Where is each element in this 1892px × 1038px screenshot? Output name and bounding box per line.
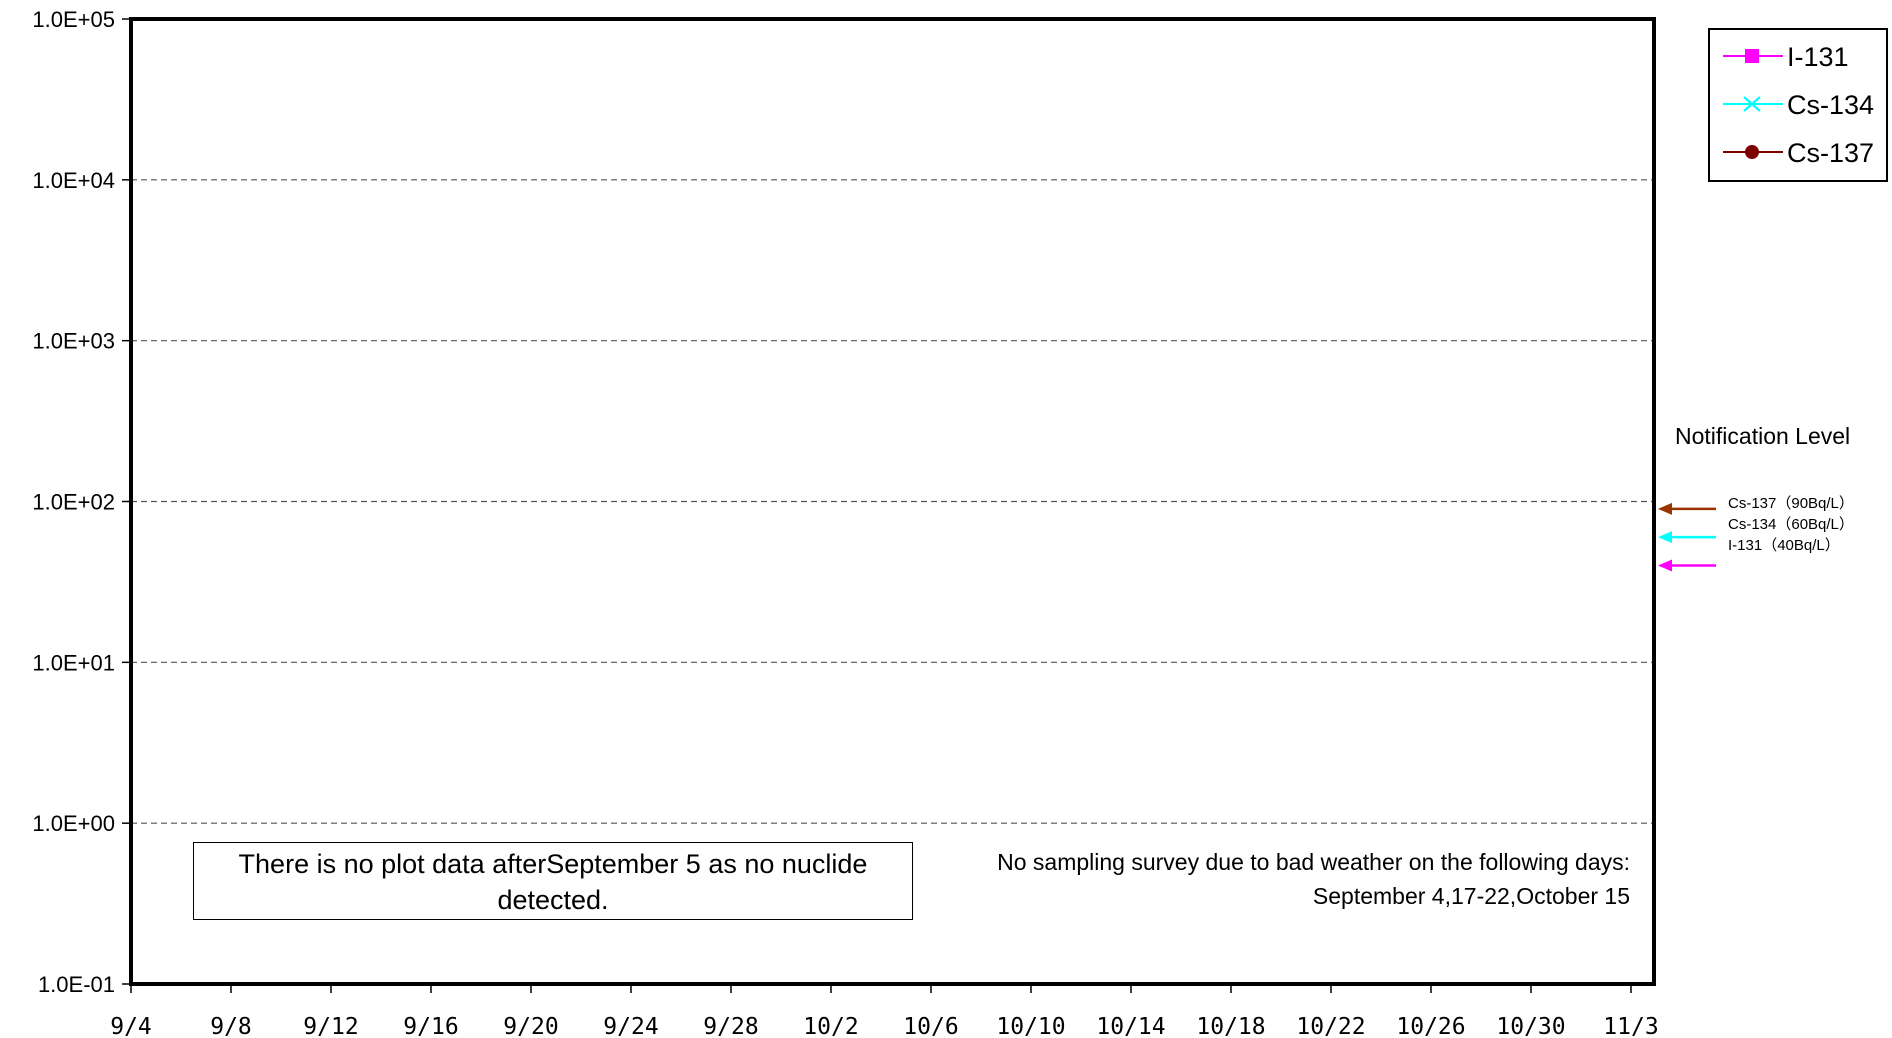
weather-note-line1: No sampling survey due to bad weather on…: [997, 849, 1630, 875]
x-tick-label: 10/14: [1096, 1014, 1165, 1038]
notification-label: Cs-134（60Bq/L）: [1728, 516, 1854, 533]
x-tick-label: 9/12: [303, 1014, 358, 1038]
notification-arrow-head-icon: [1658, 559, 1672, 572]
x-tick-label: 9/28: [703, 1014, 758, 1038]
x-tick-label: 9/16: [403, 1014, 458, 1038]
weather-note-line2: September 4,17-22,October 15: [1312, 883, 1630, 909]
legend-marker-square-icon: [1745, 49, 1759, 63]
legend: I-131 Cs-134 Cs-137: [1708, 28, 1888, 182]
x-tick-label: 11/3: [1603, 1014, 1658, 1038]
x-tick-label: 9/4: [110, 1014, 152, 1038]
y-tick-label: 1.0E+05: [32, 7, 115, 32]
x-tick-label: 9/20: [503, 1014, 558, 1038]
x-tick-label: 10/6: [903, 1014, 958, 1038]
notification-label: I-131（40Bq/L）: [1728, 537, 1840, 554]
y-tick-label: 1.0E+01: [32, 650, 115, 675]
x-tick-label: 10/10: [996, 1014, 1065, 1038]
x-tick-label: 10/18: [1196, 1014, 1265, 1038]
x-axis-ticks: 9/4 9/8 9/12 9/16 9/20 9/24 9/28 10/2 10/6 10/10 1…: [110, 984, 1659, 1038]
legend-marker-circle-icon: [1745, 145, 1759, 159]
y-axis-ticks: 1.0E+05 1.0E+04 1.0E+03 1.0E+02 1.0E+01 1.0E+…: [32, 7, 131, 997]
legend-marker-x-icon: [1743, 96, 1761, 112]
notification-arrow-head-icon: [1658, 531, 1672, 544]
x-tick-label: 9/24: [603, 1014, 658, 1038]
x-tick-label: 10/2: [803, 1014, 858, 1038]
notification-label: Cs-137（90Bq/L）: [1728, 495, 1854, 512]
notification-title: Notification Level: [1675, 423, 1850, 449]
grid-layer: [131, 179, 1654, 824]
no-data-note: There is no plot data afterSeptember 5 a…: [193, 842, 913, 920]
notification-level-group: Notification Level Cs-137（90Bq/L） Cs-134（6…: [1658, 423, 1854, 572]
y-tick-label: 1.0E+04: [32, 168, 115, 193]
legend-label: I-131: [1787, 42, 1849, 72]
notification-arrow-head-icon: [1658, 502, 1672, 515]
x-tick-label: 10/22: [1296, 1014, 1365, 1038]
plot-area-frame: [129, 17, 1656, 986]
legend-label: Cs-134: [1787, 90, 1874, 120]
y-tick-label: 1.0E-01: [38, 972, 115, 997]
weather-note: No sampling survey due to bad weather on…: [910, 845, 1630, 913]
legend-label: Cs-137: [1787, 138, 1874, 168]
y-tick-label: 1.0E+00: [32, 811, 115, 836]
x-tick-label: 9/8: [210, 1014, 252, 1038]
y-tick-label: 1.0E+03: [32, 329, 115, 354]
y-tick-label: 1.0E+02: [32, 490, 115, 515]
no-data-note-text: There is no plot data afterSeptember 5 a…: [238, 849, 868, 915]
x-tick-label: 10/26: [1396, 1014, 1465, 1038]
x-tick-label: 10/30: [1496, 1014, 1565, 1038]
